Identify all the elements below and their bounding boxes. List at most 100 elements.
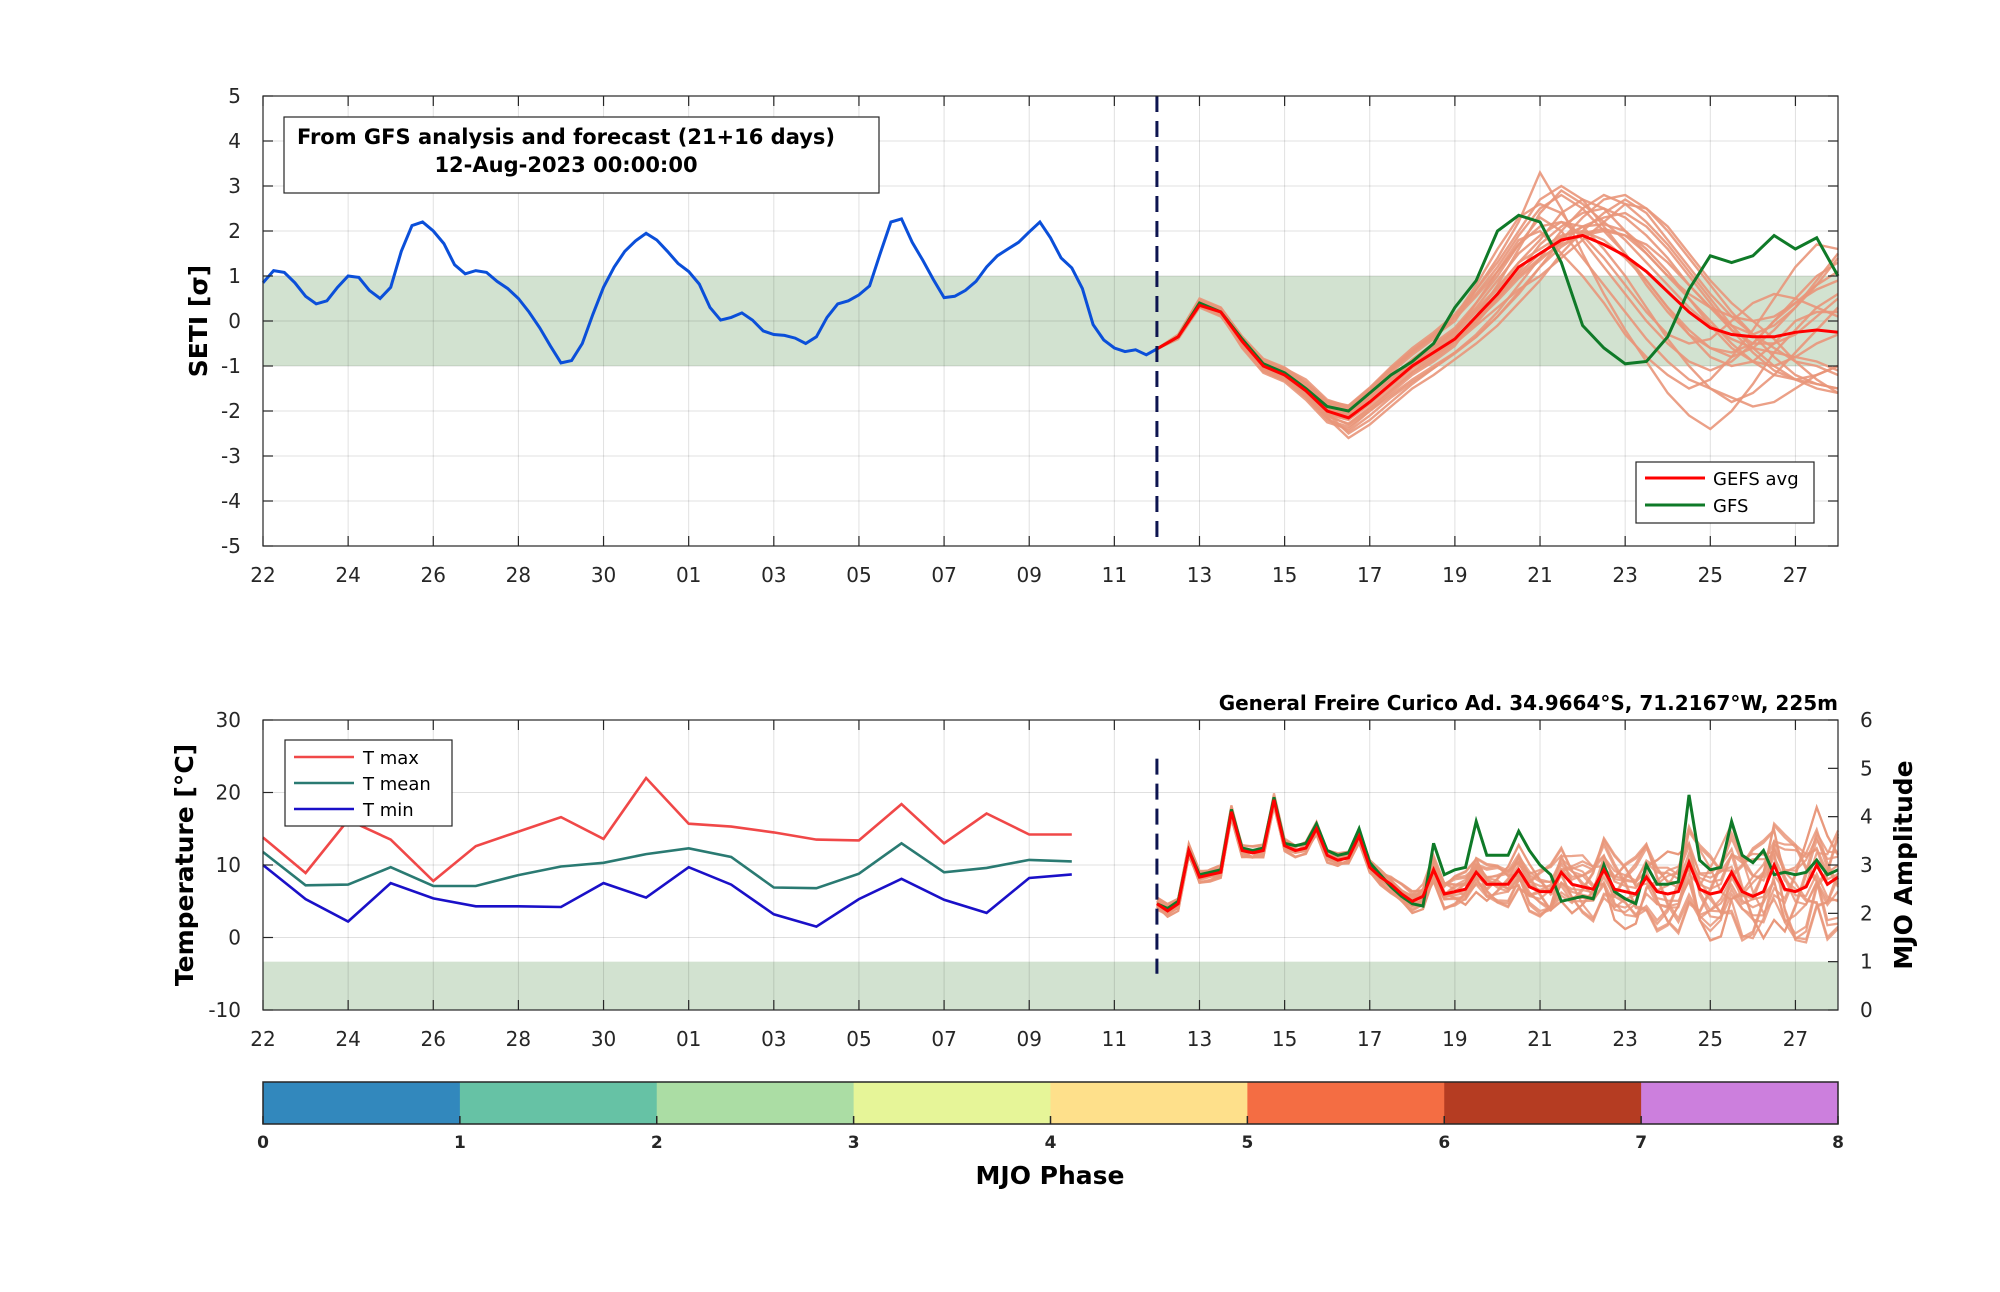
- mjo-phase-colorbar: 0 1 2 3 4 5 6 7 8 MJO Phase: [257, 1081, 1844, 1190]
- bottom-ytick-label: 20: [216, 781, 241, 805]
- ensemble-member-line: [1156, 220, 1839, 409]
- top-xtick-label: 21: [1527, 563, 1552, 587]
- bottom-xtick-label: 19: [1442, 1027, 1467, 1051]
- legend-tmean-label: T mean: [362, 774, 431, 795]
- bottom-xtick-label: 09: [1016, 1027, 1041, 1051]
- bottom-xtick-label: 23: [1612, 1027, 1637, 1051]
- ensemble-member-line: [1156, 184, 1839, 407]
- legend-tmin-label: T min: [362, 800, 414, 821]
- top-xtick-label: 26: [421, 563, 446, 587]
- bottom-left-y-ticks: -10 0 10 20 30: [208, 708, 273, 1022]
- colorbar-tick-label: 3: [848, 1133, 860, 1153]
- bottom-xtick-label: 01: [676, 1027, 701, 1051]
- colorbar-tick-label: 8: [1832, 1133, 1844, 1153]
- colorbar-cell-phase-5: [1050, 1082, 1248, 1124]
- bottom-xtick-label: 15: [1272, 1027, 1297, 1051]
- top-xtick-label: 19: [1442, 563, 1467, 587]
- gefs-avg-series-line: [1156, 233, 1839, 420]
- bottom-ytick-label: -10: [208, 998, 241, 1022]
- bottom-xtick-label: 30: [591, 1027, 616, 1051]
- gfs-series-line: [1156, 213, 1840, 413]
- ensemble-member-line: [1156, 227, 1839, 433]
- bottom-xtick-label: 11: [1102, 1027, 1127, 1051]
- colorbar-cells: [263, 1082, 1839, 1124]
- colorbar-tick-label: 5: [1241, 1133, 1253, 1153]
- colorbar-cell-phase-6: [1247, 1082, 1445, 1124]
- bottom-xtick-label: 03: [761, 1027, 786, 1051]
- top-xtick-label: 28: [506, 563, 531, 587]
- colorbar-cell-phase-1: [263, 1082, 461, 1124]
- bottom-xtick-label: 21: [1527, 1027, 1552, 1051]
- top-ytick-label: -2: [221, 399, 241, 423]
- bottom-xtick-label: 28: [506, 1027, 531, 1051]
- bottom-ytick-label: 10: [216, 853, 241, 877]
- top-xtick-label: 17: [1357, 563, 1382, 587]
- top-xtick-label: 30: [591, 563, 616, 587]
- bottom-xtick-label: 05: [846, 1027, 871, 1051]
- temperature-axis-label: Temperature [°C]: [170, 744, 199, 986]
- top-ytick-label: 2: [228, 219, 241, 243]
- top-ytick-label: -5: [221, 534, 241, 558]
- top-xtick-label: 09: [1016, 563, 1041, 587]
- top-xtick-label: 23: [1612, 563, 1637, 587]
- top-ytick-label: 5: [228, 84, 241, 108]
- top-ytick-label: -4: [221, 489, 241, 513]
- colorbar-label: MJO Phase: [976, 1161, 1125, 1190]
- bottom-right-ytick-label: 5: [1860, 756, 1873, 780]
- top-legend: GEFS avg GFS: [1635, 461, 1815, 524]
- top-ytick-label: 3: [228, 174, 241, 198]
- mjo-amplitude-band: [263, 961, 1838, 1010]
- legend-gfs-label: GFS: [1713, 496, 1748, 517]
- top-xtick-label: 03: [761, 563, 786, 587]
- top-xtick-label: 07: [931, 563, 956, 587]
- legend-tmax-label: T max: [362, 748, 419, 769]
- bottom-right-ytick-label: 3: [1860, 853, 1873, 877]
- legend-gefs-avg-label: GEFS avg: [1713, 469, 1799, 490]
- bottom-xtick-label: 17: [1357, 1027, 1382, 1051]
- bottom-xtick-label: 25: [1698, 1027, 1723, 1051]
- bottom-xtick-label: 07: [931, 1027, 956, 1051]
- top-x-ticks: 22 24 26 28 30 01 03 05 07 09 11 13 15 17 19 21 23 25 27: [250, 96, 1808, 587]
- tmean-series-line: [262, 841, 1072, 890]
- bottom-right-ytick-label: 2: [1860, 901, 1873, 925]
- mjo-amplitude-axis-label: MJO Amplitude: [1889, 760, 1918, 969]
- ensemble-member-line: [1156, 211, 1839, 425]
- bottom-xtick-label: 26: [421, 1027, 446, 1051]
- colorbar-cell-phase-7: [1444, 1082, 1642, 1124]
- top-xtick-label: 22: [250, 563, 275, 587]
- bottom-xtick-label: 22: [250, 1027, 275, 1051]
- top-y-axis-label: SETI [σ]: [184, 265, 213, 377]
- info-line-1: From GFS analysis and forecast (21+16 da…: [297, 125, 835, 149]
- colorbar-cell-phase-3: [656, 1082, 855, 1124]
- colorbar-cell-phase-8: [1641, 1082, 1839, 1124]
- bottom-right-y-ticks: 0 1 2 3 4 5 6: [1828, 708, 1873, 1022]
- colorbar-ticks: 0 1 2 3 4 5 6 7 8: [257, 1116, 1844, 1153]
- top-xtick-label: 25: [1698, 563, 1723, 587]
- station-title: General Freire Curico Ad. 34.9664°S, 71.…: [1219, 691, 1838, 715]
- mjo-ensemble-members: [1156, 793, 1840, 944]
- colorbar-tick-label: 4: [1045, 1133, 1057, 1153]
- top-xtick-label: 13: [1187, 563, 1212, 587]
- top-xtick-label: 11: [1102, 563, 1127, 587]
- top-y-ticks: -5 -4 -3 -2 -1 0 1 2 3 4 5: [221, 84, 1838, 558]
- top-ytick-label: 1: [228, 264, 241, 288]
- top-xtick-label: 05: [846, 563, 871, 587]
- tmax-series-line: [262, 775, 1072, 883]
- top-ytick-label: 0: [228, 309, 241, 333]
- bottom-right-ytick-label: 1: [1860, 950, 1873, 974]
- colorbar-cell-phase-2: [459, 1082, 658, 1124]
- top-ytick-label: -3: [221, 444, 241, 468]
- colorbar-cell-phase-4: [853, 1082, 1051, 1124]
- bottom-legend: T max T mean T min: [284, 739, 453, 827]
- colorbar-tick-label: 1: [454, 1133, 466, 1153]
- colorbar-tick-label: 6: [1438, 1133, 1450, 1153]
- top-xtick-label: 15: [1272, 563, 1297, 587]
- colorbar-tick-label: 0: [257, 1133, 269, 1153]
- bottom-ytick-label: 30: [216, 708, 241, 732]
- bottom-xtick-label: 13: [1187, 1027, 1212, 1051]
- top-ytick-label: 4: [228, 129, 241, 153]
- bottom-x-ticks: 22 24 26 28 30 01 03 05 07 09 11 13 15 17 19 21 23 25 27: [250, 720, 1808, 1051]
